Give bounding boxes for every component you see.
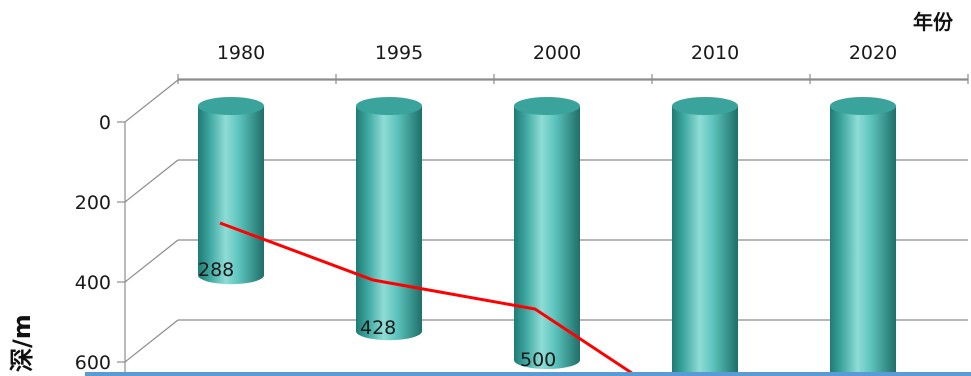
bar-bottom-cap (198, 266, 264, 285)
bars (198, 97, 896, 376)
x-tick-label: 1980 (217, 42, 265, 64)
y-tick-label: 600 (75, 352, 111, 374)
bar-top-cap (514, 97, 580, 115)
bar-bottom-cap (514, 351, 580, 369)
bar-top-cap (198, 97, 264, 115)
x-tick-label: 2010 (691, 42, 739, 64)
trend-line (219, 221, 640, 376)
data-label: 500 (520, 349, 556, 371)
y-axis-title: 深/m (8, 314, 36, 372)
labels: 0 200 400 600 1980 1995 2000 2010 2020 288 428 500 (75, 42, 897, 374)
bar-body (356, 106, 422, 332)
y-tick-label: 200 (75, 192, 111, 214)
grid-diagonal (124, 239, 179, 283)
data-label: 288 (198, 259, 234, 281)
grid-diagonal (124, 319, 179, 363)
axes (124, 74, 969, 372)
grid-diagonal (124, 79, 179, 123)
bar-body (514, 106, 580, 360)
x-tick-label: 1995 (375, 42, 423, 64)
grid-diagonal (124, 159, 179, 203)
bottom-strip (85, 372, 971, 376)
y-tick-label: 400 (75, 272, 111, 294)
bar-top-cap (356, 97, 422, 115)
data-label: 428 (360, 317, 396, 339)
x-tick-label: 2020 (849, 42, 897, 64)
y-tick-label: 0 (99, 112, 111, 134)
bar-top-cap (830, 97, 896, 115)
bar-bottom-cap (356, 322, 422, 341)
x-tick-label: 2000 (533, 42, 581, 64)
bar-2000 (514, 97, 580, 369)
bar-1995 (356, 97, 422, 341)
bar-body (672, 106, 738, 376)
bar-1980 (198, 97, 264, 285)
bar-top-cap (672, 97, 738, 115)
bar-body (830, 106, 896, 376)
x-axis-title: 年份 (913, 10, 954, 34)
bar-2010 (672, 97, 738, 376)
trend-line-layer (219, 221, 640, 376)
bar-2020 (830, 97, 896, 376)
bar-body (198, 106, 264, 276)
